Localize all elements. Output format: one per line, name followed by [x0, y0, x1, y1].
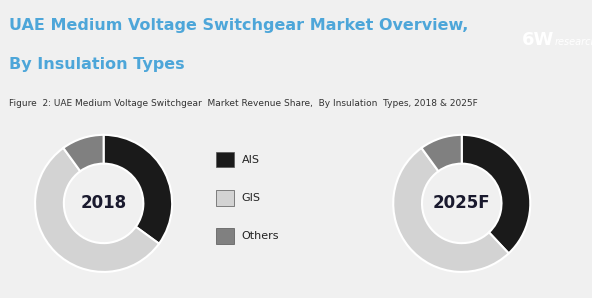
Text: Figure  2: UAE Medium Voltage Switchgear  Market Revenue Share,  By Insulation  : Figure 2: UAE Medium Voltage Switchgear …: [9, 99, 478, 108]
Bar: [216, 152, 234, 167]
Wedge shape: [422, 135, 462, 171]
Text: By Insulation Types: By Insulation Types: [9, 57, 185, 72]
Text: UAE Medium Voltage Switchgear Market Overview,: UAE Medium Voltage Switchgear Market Ove…: [9, 18, 468, 32]
Wedge shape: [63, 135, 104, 171]
Text: GIS: GIS: [242, 193, 260, 203]
Wedge shape: [35, 148, 159, 272]
Text: research: research: [555, 37, 592, 47]
Text: 2018: 2018: [81, 194, 127, 212]
Bar: [216, 190, 234, 206]
Text: 2025F: 2025F: [433, 194, 491, 212]
Text: 6W: 6W: [522, 31, 554, 49]
Text: Others: Others: [242, 231, 279, 241]
Wedge shape: [393, 148, 509, 272]
Wedge shape: [462, 135, 530, 253]
Text: AIS: AIS: [242, 155, 259, 165]
Wedge shape: [104, 135, 172, 244]
Bar: [216, 228, 234, 244]
